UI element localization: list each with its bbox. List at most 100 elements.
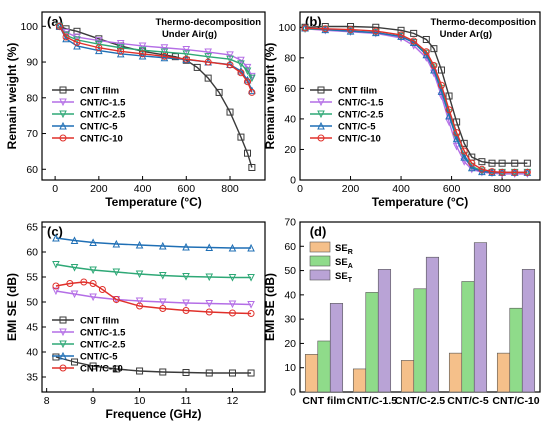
data-point xyxy=(182,307,190,314)
data-point xyxy=(70,236,79,244)
data-point xyxy=(247,369,255,377)
data-point xyxy=(89,238,97,246)
legend-swatch xyxy=(309,241,331,253)
x-axis-label: Temperature (°C) xyxy=(105,195,202,209)
data-point xyxy=(301,24,309,32)
data-point xyxy=(467,163,476,172)
bar xyxy=(304,354,319,393)
data-point xyxy=(243,63,252,72)
data-point xyxy=(247,243,255,252)
y-axis-label: EMI SE (dB) xyxy=(5,273,19,341)
y-tick-label: 40 xyxy=(26,347,38,359)
legend-label: SEA xyxy=(335,257,353,270)
data-point xyxy=(237,60,245,68)
data-point xyxy=(182,242,190,251)
x-tick-label: 9 xyxy=(90,395,96,407)
series-line xyxy=(55,263,252,279)
y-tick-label: 70 xyxy=(284,217,296,229)
data-point xyxy=(488,168,496,176)
y-tick-label: 20 xyxy=(284,144,296,156)
data-point xyxy=(422,48,430,56)
data-point xyxy=(247,301,255,309)
series-line xyxy=(58,25,253,79)
data-point xyxy=(160,52,168,60)
data-point xyxy=(112,365,120,373)
data-point xyxy=(89,293,97,302)
y-tick-label: 30 xyxy=(284,314,296,326)
data-point xyxy=(95,40,103,49)
x-tick-label: 800 xyxy=(221,183,239,195)
data-point xyxy=(138,42,147,51)
legend-label: CNT film xyxy=(80,316,119,327)
series-CNT/C-1.5 xyxy=(52,287,255,309)
data-point xyxy=(52,282,60,290)
data-point xyxy=(347,26,355,34)
data-point xyxy=(158,298,167,307)
legend-label: SET xyxy=(335,271,353,284)
bar xyxy=(329,303,344,393)
data-point xyxy=(138,51,147,60)
data-point xyxy=(138,46,147,55)
data-point xyxy=(478,165,486,173)
series-CNT/C-10 xyxy=(301,24,531,176)
data-point xyxy=(80,278,88,286)
annotation-text: Thermo-decomposition xyxy=(430,17,536,28)
bar xyxy=(509,307,523,393)
data-point xyxy=(460,152,469,161)
legend-marker xyxy=(59,351,67,360)
annotation-text: Thermo-decomposition xyxy=(155,17,261,28)
legend-label: CNT/C-5 xyxy=(80,122,118,133)
bar xyxy=(317,340,331,393)
data-point xyxy=(139,50,147,58)
data-point xyxy=(112,239,121,248)
data-point xyxy=(160,48,169,57)
data-point xyxy=(248,74,256,83)
data-point xyxy=(410,29,418,37)
legend-marker xyxy=(59,98,67,107)
data-point xyxy=(71,358,79,366)
bar xyxy=(461,281,475,393)
data-point xyxy=(372,27,380,35)
data-point xyxy=(445,106,453,114)
data-point xyxy=(248,163,256,171)
legend-label: SER xyxy=(335,243,353,256)
data-point xyxy=(95,44,103,52)
data-point xyxy=(204,48,212,57)
legend-marker xyxy=(317,110,325,119)
data-point xyxy=(410,37,418,45)
y-tick-label: 80 xyxy=(26,92,38,104)
legend-label: CNT/C-10 xyxy=(338,134,381,145)
data-point xyxy=(243,67,252,76)
data-point xyxy=(89,266,97,275)
data-point xyxy=(52,261,60,269)
data-point xyxy=(460,147,468,155)
data-point xyxy=(158,241,167,250)
data-point xyxy=(511,159,519,167)
series-CNT/C-5 xyxy=(52,233,255,252)
plot-frame xyxy=(299,11,541,181)
series-CNT/C-2.5 xyxy=(52,261,255,282)
x-tick-label: 400 xyxy=(134,183,152,195)
y-tick-label: 90 xyxy=(26,57,38,69)
data-point xyxy=(182,50,191,58)
legend-marker xyxy=(317,121,325,130)
annotation-text: Under Ar(g) xyxy=(440,29,492,40)
x-tick-label: 8 xyxy=(44,395,50,407)
plot-frame xyxy=(41,221,266,393)
x-tick-label: 0 xyxy=(52,183,58,195)
data-point xyxy=(204,53,212,61)
data-point xyxy=(73,38,81,46)
data-point xyxy=(52,233,60,242)
legend-marker xyxy=(59,316,67,324)
data-point xyxy=(204,58,212,66)
series-line xyxy=(58,25,253,93)
series-CNT/C-2.5 xyxy=(55,22,256,83)
data-point xyxy=(116,39,125,48)
series-line xyxy=(55,237,252,249)
data-point xyxy=(159,368,167,376)
panel-0: 0 200 400 600 800 60 70 80 90 100 Temperature (°C)… xyxy=(5,11,266,209)
series-CNT/C-10 xyxy=(55,22,256,96)
data-point xyxy=(205,243,214,251)
data-point xyxy=(182,273,190,281)
data-point xyxy=(159,305,167,312)
